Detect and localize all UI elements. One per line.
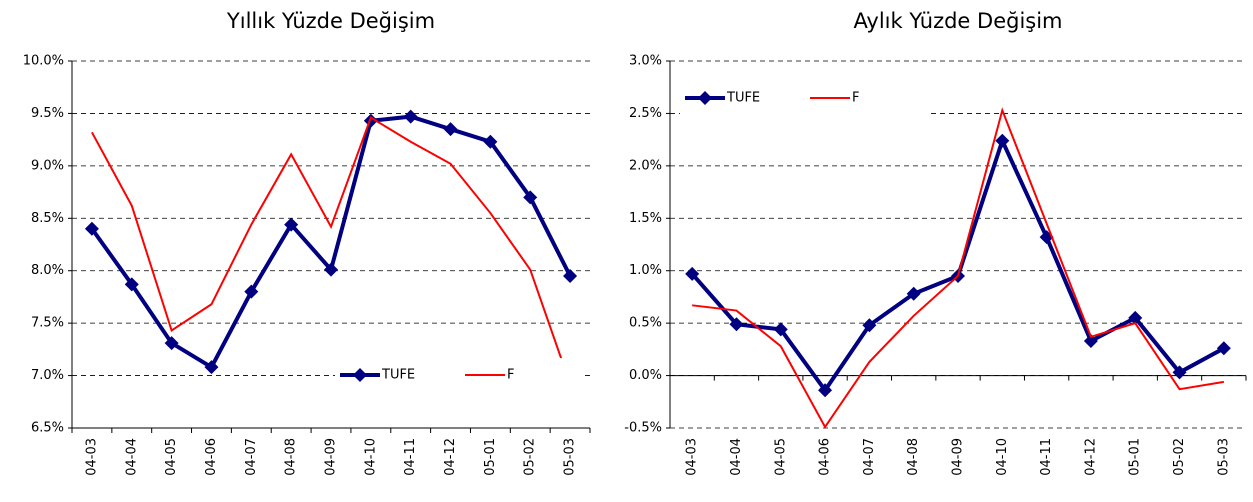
marker — [563, 268, 578, 283]
x-tick-label: 04-09 — [324, 438, 339, 476]
x-tick-label: 04-12 — [1083, 438, 1098, 476]
x-tick-label: 05-03 — [563, 438, 578, 476]
x-tick-label: 04-07 — [862, 438, 877, 476]
chart-title: Yıllık Yüzde Değişim — [226, 9, 435, 33]
marker — [164, 336, 179, 351]
x-tick-label: 04-09 — [951, 438, 966, 476]
x-tick-label: 04-07 — [244, 438, 259, 476]
marker — [773, 322, 788, 337]
x-tick-label: 04-04 — [124, 438, 139, 476]
marker — [729, 317, 744, 332]
y-tick-label: 9.0% — [31, 158, 64, 173]
y-tick-label: 7.0% — [31, 368, 64, 383]
marker — [403, 109, 418, 124]
marker — [1083, 333, 1098, 348]
x-tick-label: 05-02 — [523, 438, 538, 476]
marker — [995, 133, 1010, 148]
marker — [84, 221, 99, 236]
series-line — [90, 114, 572, 370]
y-tick-label: 7.5% — [31, 316, 64, 331]
marker — [483, 134, 498, 149]
marker — [685, 266, 700, 281]
chart-title: Aylık Yüzde Değişim — [853, 9, 1062, 33]
legend-label: F — [507, 368, 514, 383]
y-tick-label: 8.0% — [31, 263, 64, 278]
marker — [818, 383, 833, 398]
x-tick-label: 04-05 — [773, 438, 788, 476]
marker — [1128, 310, 1143, 325]
x-tick-label: 04-04 — [729, 438, 744, 476]
x-tick-label: 04-10 — [995, 438, 1010, 476]
y-tick-label: 8.5% — [31, 211, 64, 226]
marker — [124, 277, 139, 292]
y-tick-label: 2.5% — [629, 106, 662, 121]
marker — [204, 360, 219, 375]
marker — [906, 286, 921, 301]
x-tick-label: 04-11 — [1039, 438, 1054, 476]
marker — [1172, 365, 1187, 380]
y-tick-label: 1.5% — [629, 211, 662, 226]
y-tick-label: -0.5% — [624, 421, 662, 436]
x-tick-label: 04-10 — [363, 438, 378, 476]
x-tick-label: 04-05 — [164, 438, 179, 476]
x-tick-label: 04-08 — [906, 438, 921, 476]
x-tick-label: 04-12 — [443, 438, 458, 476]
x-tick-label: 04-03 — [685, 438, 700, 476]
marker — [862, 318, 877, 333]
series-line — [690, 135, 1225, 394]
x-tick-label: 04-06 — [818, 438, 833, 476]
y-tick-label: 3.0% — [629, 54, 662, 69]
marker — [244, 284, 259, 299]
x-tick-label: 05-01 — [483, 438, 498, 476]
x-tick-label: 05-01 — [1128, 438, 1143, 476]
y-tick-label: 0.5% — [629, 316, 662, 331]
marker — [523, 190, 538, 205]
legend-marker — [353, 368, 367, 382]
y-tick-label: 9.5% — [31, 106, 64, 121]
marker — [363, 113, 378, 128]
series-line — [91, 116, 572, 385]
legend-label: TUFE — [381, 368, 415, 383]
legend-label: F — [852, 91, 859, 106]
x-tick-label: 04-08 — [284, 438, 299, 476]
legend-label: TUFE — [726, 91, 760, 106]
x-tick-label: 04-11 — [403, 438, 418, 476]
x-tick-label: 05-03 — [1216, 438, 1231, 476]
y-tick-label: 2.0% — [629, 158, 662, 173]
x-tick-label: 04-03 — [84, 438, 99, 476]
y-tick-label: 0.0% — [629, 368, 662, 383]
x-tick-label: 05-02 — [1172, 438, 1187, 476]
x-tick-label: 04-06 — [204, 438, 219, 476]
y-tick-label: 6.5% — [31, 421, 64, 436]
marker — [1216, 341, 1231, 356]
marker — [324, 262, 338, 277]
y-tick-label: 1.0% — [629, 263, 662, 278]
legend-marker — [698, 91, 712, 105]
y-tick-label: 10.0% — [23, 54, 64, 69]
marker — [284, 217, 299, 232]
marker — [443, 122, 458, 137]
series-line — [692, 107, 1225, 429]
